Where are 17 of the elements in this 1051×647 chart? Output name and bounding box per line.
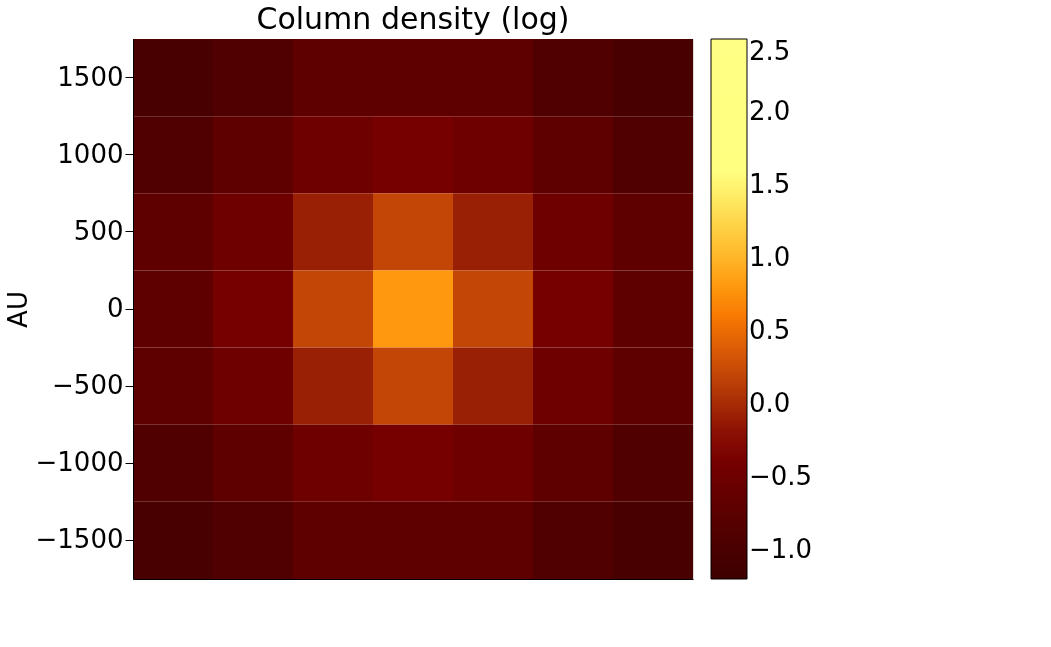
y-axis-title: AU — [2, 291, 33, 328]
y-tick-label: −1000 — [35, 447, 124, 478]
y-tick-label: 1500 — [57, 61, 124, 92]
y-tick-label: 0 — [106, 293, 124, 323]
chart-title: Column density (log) — [256, 1, 570, 36]
color-bar-label: 0.0 — [749, 387, 791, 418]
y-tick-label: 1000 — [57, 138, 124, 169]
color-bar-label: 1.5 — [749, 168, 791, 199]
color-bar-label: −0.5 — [749, 460, 813, 491]
y-tick-label: −500 — [52, 370, 124, 401]
y-tick-label: −1500 — [35, 524, 124, 555]
color-bar-label: 2.0 — [749, 95, 791, 126]
color-bar-label: 1.0 — [749, 241, 791, 272]
y-tick-label: 500 — [73, 215, 124, 246]
color-bar-label: −1.0 — [749, 533, 813, 564]
color-bar-label: 2.5 — [749, 36, 791, 66]
color-bar-label: 0.5 — [749, 314, 791, 345]
